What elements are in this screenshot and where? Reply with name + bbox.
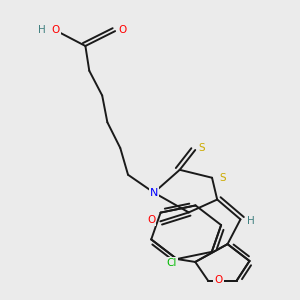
Text: O: O — [214, 275, 223, 285]
Text: O: O — [147, 215, 155, 225]
Text: O: O — [119, 25, 127, 35]
Text: H: H — [247, 216, 255, 226]
Text: Cl: Cl — [167, 258, 177, 268]
Text: N: N — [150, 188, 158, 198]
Text: S: S — [198, 143, 205, 153]
Text: O: O — [52, 25, 60, 35]
Text: H: H — [38, 25, 45, 35]
Text: S: S — [219, 173, 226, 183]
